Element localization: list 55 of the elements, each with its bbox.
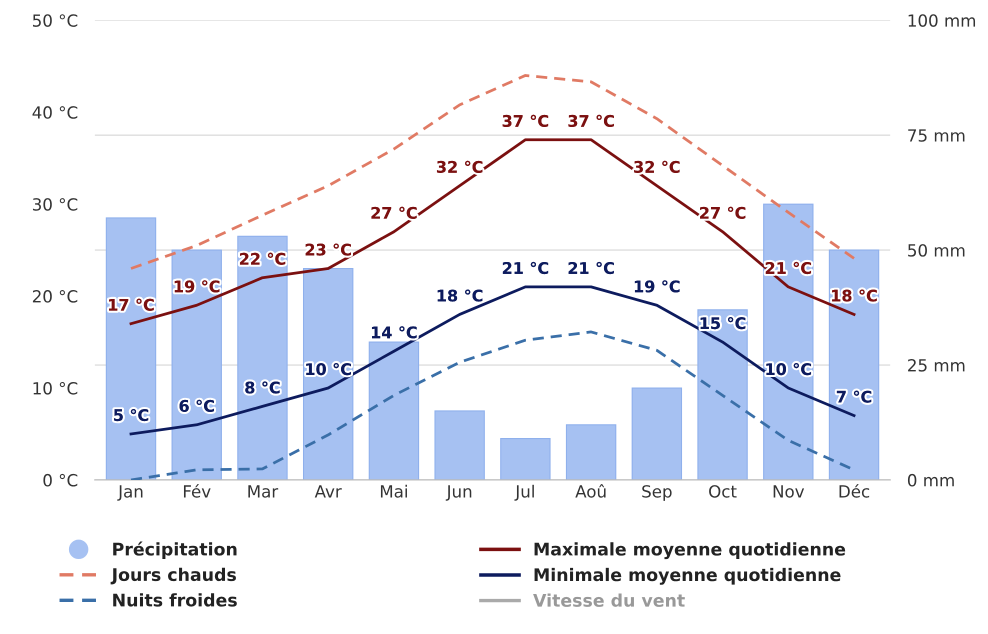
y-tick-label: 30 °C [32,198,78,211]
x-tick-label: Déc [840,484,870,498]
y2-tick-label: 75 mm [908,129,964,142]
y-tick-label: 40 °C [32,106,78,119]
data-label: 5 °C [114,408,148,422]
y-tick-label: 50 °C [32,14,78,27]
data-label: 19 °C [634,280,680,292]
legend-label: Maximale moyenne quotidienne [534,542,846,560]
y2-tick-label: 0 mm [908,474,954,487]
legend-label: Vitesse du vent [533,593,685,607]
x-tick-label: Jul [514,484,534,501]
data-label: 21 °C [502,262,548,274]
legend-label: Précipitation [113,542,236,560]
x-tick-label: Mai [380,484,407,498]
legend-label: Nuits froides [113,593,237,607]
bar [566,424,616,480]
bar [302,268,354,480]
legend-label: Jours chauds [110,568,236,584]
data-label: 14 °C [372,326,417,338]
x-tick-label: Jan [117,485,142,501]
data-label: 18 °C [832,289,877,302]
x-tick-label: Mar [248,485,278,498]
data-label: 23 °C [306,243,351,256]
bar [368,341,420,480]
x-tick-label: Fév [184,484,211,498]
y-tick-label: 10 °C [34,382,78,395]
bar [106,217,156,480]
x-tick-label: Sep [642,485,672,501]
x-tick-label: Aoû [575,484,606,498]
data-label: 10 °C [306,363,351,376]
bar [632,387,682,480]
data-label: 7 °C [836,390,872,403]
x-tick-label: Nov [774,485,804,498]
bar [697,309,748,480]
y2-tick-label: 50 mm [908,244,964,257]
data-label: 18 °C [438,289,482,302]
bar [434,410,485,480]
data-label: 15 °C [700,317,746,330]
data-label: 37 °C [568,114,614,127]
bar [500,438,551,480]
data-label: 19 °C [174,280,220,292]
x-tick-label: Jun [446,485,472,501]
data-label: 37 °C [502,114,548,127]
x-tick-label: Avr [314,485,342,498]
data-label: 21 °C [568,262,614,274]
y-tick-label: 20 °C [32,290,78,303]
data-label: 8 °C [245,381,280,394]
data-label: 22 °C [240,252,286,265]
y-tick-label: 0 °C [43,474,78,487]
x-tick-label: Oct [709,485,737,498]
legend-label: Minimale moyenne quotidienne [534,568,841,585]
y2-tick-label: 25 mm [908,358,964,372]
data-label: 17 °C [109,298,154,311]
data-label: 6 °C [180,400,214,412]
y2-tick-label: 100 mm [908,14,976,27]
